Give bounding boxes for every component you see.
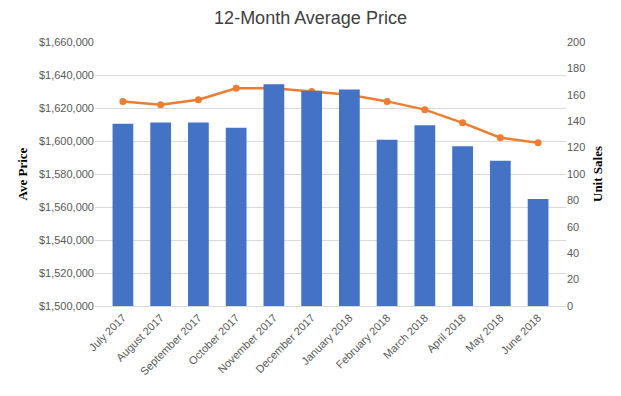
svg-text:40: 40 — [567, 247, 579, 259]
svg-text:60: 60 — [567, 221, 579, 233]
svg-text:April 2018: April 2018 — [424, 312, 468, 356]
svg-text:0: 0 — [567, 300, 573, 312]
svg-text:October 2017: October 2017 — [186, 312, 242, 368]
svg-text:100: 100 — [567, 168, 585, 180]
svg-text:$1,560,000: $1,560,000 — [39, 201, 94, 213]
svg-text:$1,620,000: $1,620,000 — [39, 102, 94, 114]
svg-text:July 2017: July 2017 — [86, 312, 128, 354]
svg-text:120: 120 — [567, 141, 585, 153]
svg-text:December 2017: December 2017 — [253, 312, 317, 376]
svg-text:$1,580,000: $1,580,000 — [39, 168, 94, 180]
svg-text:$1,660,000: $1,660,000 — [39, 36, 94, 48]
svg-text:80: 80 — [567, 194, 579, 206]
svg-text:12-Month Average Price: 12-Month Average Price — [214, 8, 407, 28]
svg-text:140: 140 — [567, 115, 585, 127]
svg-text:$1,520,000: $1,520,000 — [39, 267, 94, 279]
svg-text:20: 20 — [567, 273, 579, 285]
svg-text:August 2017: August 2017 — [114, 312, 166, 364]
svg-text:March 2018: March 2018 — [381, 312, 431, 362]
svg-text:$1,540,000: $1,540,000 — [39, 234, 94, 246]
svg-text:November 2017: November 2017 — [215, 312, 279, 376]
svg-text:$1,600,000: $1,600,000 — [39, 135, 94, 147]
svg-text:$1,640,000: $1,640,000 — [39, 69, 94, 81]
svg-text:January 2018: January 2018 — [299, 312, 355, 368]
svg-text:Ave Price: Ave Price — [15, 147, 30, 200]
svg-text:June 2018: June 2018 — [499, 312, 544, 357]
svg-text:February 2018: February 2018 — [333, 312, 392, 371]
svg-text:May 2018: May 2018 — [463, 312, 506, 355]
svg-text:$1,500,000: $1,500,000 — [39, 300, 94, 312]
svg-text:180: 180 — [567, 62, 585, 74]
svg-text:160: 160 — [567, 89, 585, 101]
svg-text:September 2017: September 2017 — [138, 312, 204, 378]
svg-text:Unit Sales: Unit Sales — [590, 146, 605, 202]
svg-text:200: 200 — [567, 36, 585, 48]
